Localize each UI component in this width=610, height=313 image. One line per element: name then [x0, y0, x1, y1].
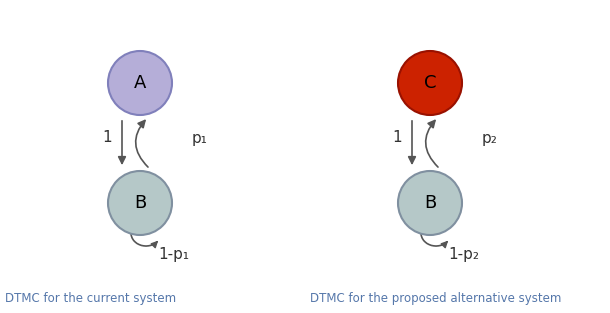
Circle shape: [398, 171, 462, 235]
Text: B: B: [424, 194, 436, 212]
FancyArrowPatch shape: [426, 121, 438, 167]
Circle shape: [108, 51, 172, 115]
Text: 1-p₂: 1-p₂: [448, 247, 479, 262]
Text: DTMC for the current system: DTMC for the current system: [5, 292, 176, 305]
Text: B: B: [134, 194, 146, 212]
Text: 1-p₁: 1-p₁: [158, 247, 189, 262]
Text: p₂: p₂: [482, 131, 498, 146]
Circle shape: [108, 171, 172, 235]
FancyArrowPatch shape: [135, 121, 148, 167]
Text: DTMC for the proposed alternative system: DTMC for the proposed alternative system: [310, 292, 561, 305]
Text: A: A: [134, 74, 146, 92]
Text: 1: 1: [392, 131, 402, 146]
Circle shape: [398, 51, 462, 115]
Text: p₁: p₁: [192, 131, 208, 146]
Text: 1: 1: [102, 131, 112, 146]
Text: C: C: [424, 74, 436, 92]
